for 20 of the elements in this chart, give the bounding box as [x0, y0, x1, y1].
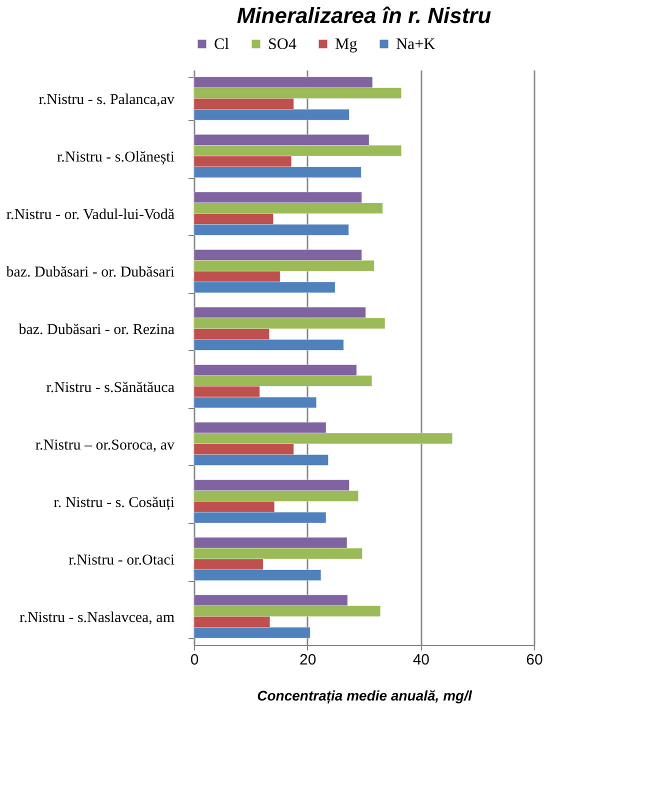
y-tick-label: r.Nistru - s.Olănești	[57, 150, 174, 166]
y-tick-label: r.Nistru - s. Palanca,av	[38, 92, 175, 108]
y-tick-label: r.Nistru - s.Sănătăuca	[46, 380, 175, 396]
y-tick-label: baz. Dubăsari - or. Dubăsari	[6, 264, 174, 281]
y-tick-label: r. Nistru - s. Cosăuți	[54, 494, 174, 511]
x-tick-label: 60	[526, 652, 543, 668]
y-tick-label: r.Nistru - or.Otaci	[68, 552, 174, 568]
legend-label: Cl	[214, 36, 230, 53]
x-tick-label: 0	[190, 652, 199, 668]
y-tick-label: r.Nistru - or. Vadul-lui-Vodă	[6, 207, 175, 224]
legend-label: SO4	[268, 36, 296, 53]
chart-title: Mineralizarea în r. Nistru	[236, 3, 492, 28]
y-tick-label: baz. Dubăsari - or. Rezina	[18, 322, 175, 338]
legend-label: Na+K	[396, 36, 436, 53]
x-tick-label: 20	[299, 652, 316, 668]
x-tick-label: 40	[412, 652, 430, 668]
y-tick-label: r.Nistru - s.Naslavcea, am	[20, 610, 175, 626]
x-axis-title: Concentrația medie anuală, mg/l	[257, 688, 473, 704]
y-tick-label: r.Nistru – or.Soroca, av	[35, 437, 175, 454]
legend-label: Mg	[335, 36, 358, 53]
